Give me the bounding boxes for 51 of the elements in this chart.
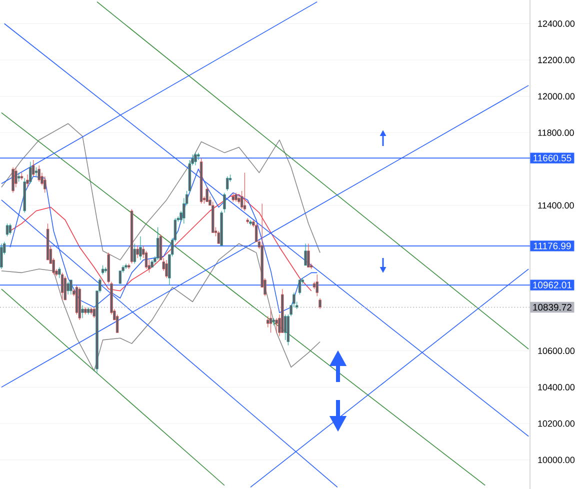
candlestick — [223, 192, 226, 213]
candlestick — [226, 176, 229, 192]
ref-line-label: 10839.72 — [533, 304, 572, 311]
candlestick — [206, 186, 208, 202]
candlestick — [234, 192, 238, 202]
candlestick — [29, 161, 32, 184]
y-tick-label: 12000.00 — [538, 93, 575, 100]
candlestick — [266, 316, 270, 328]
candlestick — [70, 280, 72, 295]
candlestick — [60, 272, 64, 300]
candlestick — [34, 166, 38, 177]
candlestick — [275, 318, 278, 333]
candlestick — [12, 166, 14, 193]
candlestick — [269, 308, 272, 333]
candlestick — [304, 243, 307, 266]
y-tick-label: 12200.00 — [538, 56, 575, 64]
candlestick — [17, 172, 20, 182]
candlestick — [64, 276, 67, 300]
candlestick — [139, 236, 142, 260]
candlestick — [124, 263, 128, 270]
candlestick — [318, 298, 322, 310]
candlestick — [6, 223, 9, 237]
candlestick — [298, 280, 302, 295]
candlestick — [238, 194, 240, 204]
candlestick — [316, 274, 318, 297]
ref-line-label: 11660.55 — [534, 154, 572, 162]
candlestick — [14, 166, 18, 188]
line-series — [1, 243, 320, 372]
candlestick — [44, 176, 46, 193]
candlestick — [136, 245, 139, 258]
ref-line-label: 11176.99 — [534, 242, 571, 250]
candlestick — [194, 152, 197, 166]
line-series — [1, 123, 320, 260]
y-tick-label: 10200.00 — [538, 420, 575, 427]
candlestick — [101, 265, 104, 275]
candlestick — [38, 165, 40, 182]
candlestick — [116, 314, 119, 333]
candlestick — [307, 243, 310, 268]
y-tick-label: 11400.00 — [538, 202, 574, 209]
candlestick — [249, 220, 252, 226]
ref-line-label: 10962.01 — [533, 282, 572, 288]
candlestick — [243, 172, 246, 212]
candlestick — [8, 223, 12, 235]
y-tick-label: 12400.00 — [538, 20, 575, 27]
y-tick-label: 10600.00 — [538, 348, 575, 354]
y-tick-label: 10000.00 — [538, 456, 575, 464]
candlestick — [0, 243, 3, 270]
candlestick — [232, 192, 235, 202]
y-tick-label: 11800.00 — [538, 130, 574, 136]
candlestick — [156, 226, 160, 260]
y-tick-label: 10400.00 — [538, 384, 575, 390]
